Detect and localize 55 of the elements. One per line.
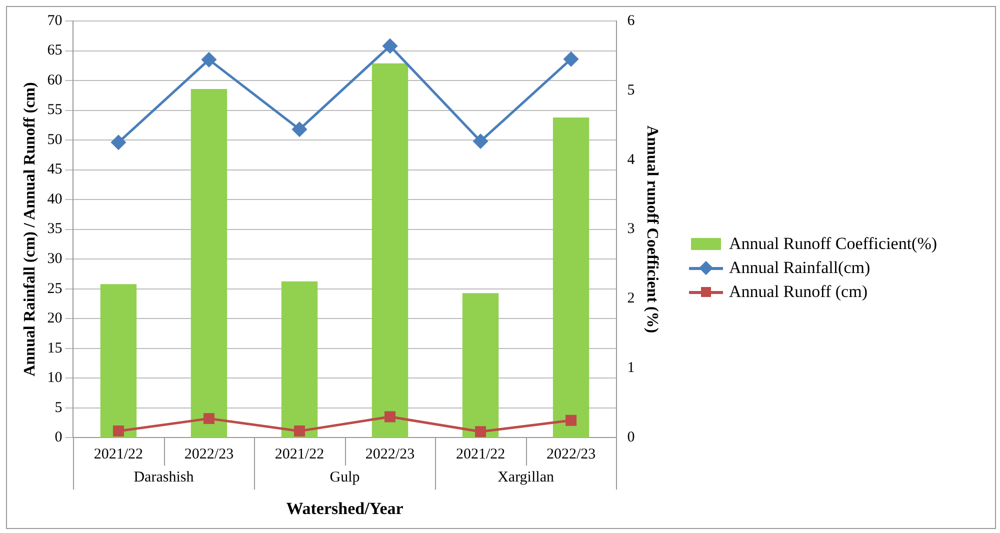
x-tick-label: 2022/23 bbox=[184, 446, 234, 463]
bar bbox=[552, 118, 590, 438]
y-tick-label: 15 bbox=[47, 340, 62, 356]
y2-tick-label: 0 bbox=[627, 430, 635, 446]
bar bbox=[281, 281, 318, 438]
y-tick-label: 55 bbox=[47, 102, 62, 118]
y-axis-title: Annual Rainfall (cm) / Annual Runoff (cm) bbox=[22, 82, 39, 376]
text: Gulp bbox=[330, 470, 360, 486]
y2-axis-title: Annual runoff Coefficient (%) bbox=[643, 126, 660, 334]
x-tick-label: 2021/22 bbox=[94, 446, 144, 463]
x-tick-label: 2021/22 bbox=[456, 446, 506, 463]
y-tick-label: 70 bbox=[47, 12, 62, 29]
text: Xargillan bbox=[498, 470, 554, 486]
y2-tick-label: 2 bbox=[627, 290, 635, 307]
bar bbox=[190, 89, 228, 438]
point bbox=[203, 413, 214, 424]
y-tick-label: 60 bbox=[47, 72, 62, 88]
bar bbox=[100, 284, 137, 438]
point bbox=[292, 122, 307, 137]
y2-tick-label: 3 bbox=[627, 221, 635, 238]
y-tick-label: 5 bbox=[54, 400, 62, 416]
bar bbox=[462, 293, 499, 438]
y-tick-label: 50 bbox=[47, 132, 62, 148]
x-axis-title: Watershed/Year bbox=[286, 499, 404, 518]
point bbox=[294, 426, 305, 437]
y-tick-label: 30 bbox=[47, 250, 62, 267]
y-tick-label: 35 bbox=[47, 221, 62, 238]
y-tick-label: 45 bbox=[47, 162, 62, 178]
y-tick-label: 10 bbox=[47, 370, 62, 386]
y-tick-label: 40 bbox=[47, 191, 62, 208]
text: Darashish bbox=[134, 470, 194, 486]
x-tick-label: 2021/22 bbox=[274, 446, 324, 463]
point bbox=[202, 52, 216, 67]
y2-tick-label: 6 bbox=[627, 12, 636, 29]
y-tick-label: 20 bbox=[47, 310, 62, 327]
y2-tick-label: 4 bbox=[627, 152, 636, 168]
legend-label: Annual Runoff (cm) bbox=[729, 282, 868, 302]
point bbox=[566, 414, 577, 426]
point bbox=[473, 134, 488, 148]
legend-label: Annual Runoff Coefficient(%) bbox=[729, 234, 938, 254]
point bbox=[475, 426, 486, 438]
x-tick-label: 2022/23 bbox=[546, 446, 596, 463]
point bbox=[112, 426, 124, 437]
y-tick-label: 65 bbox=[47, 42, 62, 59]
y-tick-label: 25 bbox=[47, 280, 62, 297]
legend-label: Annual Rainfall(cm) bbox=[729, 258, 870, 278]
point bbox=[111, 135, 126, 150]
y2-tick-label: 1 bbox=[627, 360, 635, 376]
x-tick-label: 2022/23 bbox=[365, 446, 415, 463]
bar bbox=[372, 63, 408, 438]
point bbox=[384, 411, 396, 422]
point bbox=[564, 52, 578, 66]
point bbox=[382, 38, 398, 54]
y-tick-label: 0 bbox=[54, 430, 62, 446]
y2-tick-label: 5 bbox=[627, 82, 635, 98]
